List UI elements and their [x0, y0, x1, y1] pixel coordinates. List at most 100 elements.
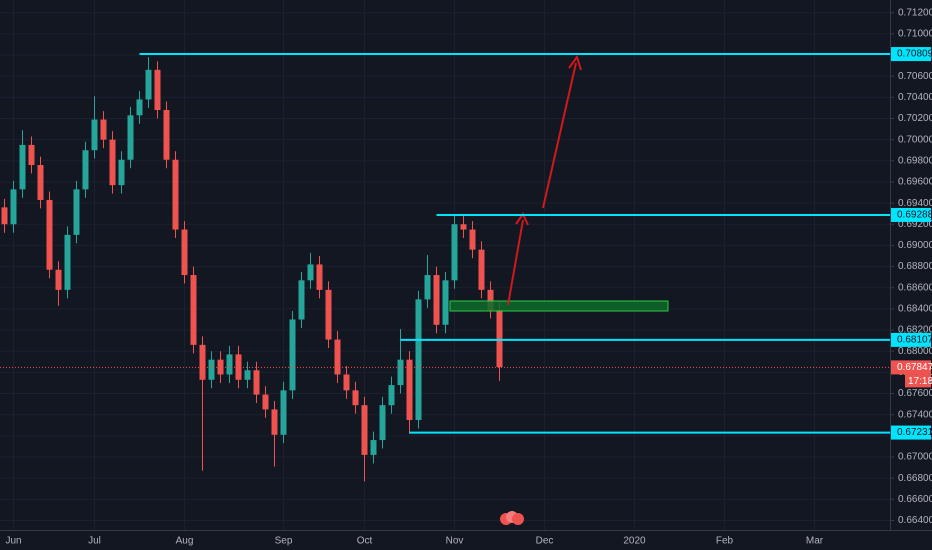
candle-body — [316, 264, 323, 290]
candle-body — [1, 207, 8, 225]
event-dot — [512, 513, 524, 525]
candle-body — [262, 394, 269, 410]
y-tick-label: 0.67000 — [898, 452, 932, 463]
level-label: 0.69288 — [897, 210, 932, 221]
y-tick-label: 0.68800 — [898, 261, 932, 272]
timer-label: 17:18 — [908, 376, 932, 387]
candle-body — [451, 224, 458, 281]
candle-body — [325, 289, 332, 340]
candle-body — [487, 289, 494, 310]
candle-body — [46, 199, 53, 270]
candle-body — [406, 359, 413, 420]
arrow-head — [568, 54, 582, 71]
candle-body — [91, 119, 98, 151]
candle-body — [109, 139, 116, 186]
candle-body — [271, 409, 278, 435]
candle-body — [343, 374, 350, 391]
candle-body — [73, 189, 80, 235]
candle-body — [190, 275, 197, 345]
candle-body — [172, 159, 179, 230]
candles — [1, 57, 503, 482]
x-tick-label: Jun — [5, 536, 21, 547]
x-tick-label: Jul — [88, 536, 101, 547]
candle-body — [28, 144, 35, 166]
y-tick-label: 0.70200 — [898, 113, 932, 124]
level-label: 0.68107 — [897, 335, 932, 346]
y-tick-label: 0.68000 — [898, 346, 932, 357]
candle-body — [442, 280, 449, 325]
candle-body — [136, 99, 143, 116]
candle-body — [19, 144, 26, 190]
candle-body — [352, 390, 359, 406]
y-tick-label: 0.66800 — [898, 473, 932, 484]
candle-body — [127, 115, 134, 160]
candle-body — [181, 229, 188, 276]
candle-body — [280, 390, 287, 435]
candle-body — [64, 234, 71, 290]
candle-body — [370, 440, 377, 455]
candle-body — [100, 119, 107, 140]
candle-body — [307, 264, 314, 281]
candle-body — [496, 309, 503, 368]
level-label-box — [891, 425, 931, 440]
candle-body — [208, 359, 215, 380]
candle-body — [379, 405, 386, 441]
y-tick-label: 0.69800 — [898, 155, 932, 166]
y-tick-label: 0.66600 — [898, 494, 932, 505]
level-label: 0.67231 — [897, 427, 932, 438]
y-tick-label: 0.68400 — [898, 304, 932, 315]
candle-body — [397, 359, 404, 386]
candle-body — [10, 189, 17, 225]
overlay: 0.70809 0.69288 0.68107 0.67231 0.67847 17:18 — [0, 47, 932, 440]
y-tick-label: 0.71000 — [898, 28, 932, 39]
candle-body — [226, 354, 233, 375]
candle-body — [478, 249, 485, 290]
arrows — [507, 54, 582, 306]
x-tick-label: Oct — [357, 536, 373, 547]
arrow-line — [507, 219, 524, 306]
level-label: 0.70809 — [897, 49, 932, 60]
y-tick-label: 0.70000 — [898, 134, 932, 145]
demand-zone — [449, 300, 669, 312]
candle-body — [334, 339, 341, 375]
candle-body — [433, 275, 440, 325]
x-tick-label: Dec — [536, 536, 554, 547]
level-label-box — [891, 332, 931, 347]
y-tick-label: 0.70400 — [898, 92, 932, 103]
y-tick-label: 0.69000 — [898, 240, 932, 251]
candle-body — [145, 69, 152, 100]
x-tick-label: Mar — [806, 536, 824, 547]
candle-body — [118, 159, 125, 186]
arrow-line — [542, 62, 577, 209]
candle-body — [235, 354, 242, 380]
candle-body — [82, 150, 89, 190]
candle-body — [469, 229, 476, 250]
level-label-box — [891, 47, 931, 62]
y-tick-label: 0.69200 — [898, 219, 932, 230]
candle-body — [163, 110, 170, 160]
y-tick-label: 0.67400 — [898, 409, 932, 420]
candle-body — [244, 370, 251, 380]
candle-body — [199, 344, 206, 380]
timer-box — [905, 374, 931, 388]
candle-body — [253, 370, 260, 395]
y-tick-label: 0.67600 — [898, 388, 932, 399]
candle-body — [361, 405, 368, 455]
candle-body — [424, 275, 431, 300]
candle-body — [55, 269, 62, 290]
candle-body — [37, 165, 44, 200]
current-price-box — [891, 360, 931, 375]
x-tick-label: Sep — [275, 536, 293, 547]
candle-body — [217, 359, 224, 375]
y-tick-label: 0.68600 — [898, 282, 932, 293]
x-tick-label: Nov — [446, 536, 464, 547]
candle-body — [388, 385, 395, 406]
y-tick-label: 0.69600 — [898, 177, 932, 188]
candle-body — [289, 319, 296, 391]
y-tick-label: 0.71200 — [898, 7, 932, 18]
candle-body — [154, 69, 161, 111]
y-tick-label: 0.68200 — [898, 325, 932, 336]
